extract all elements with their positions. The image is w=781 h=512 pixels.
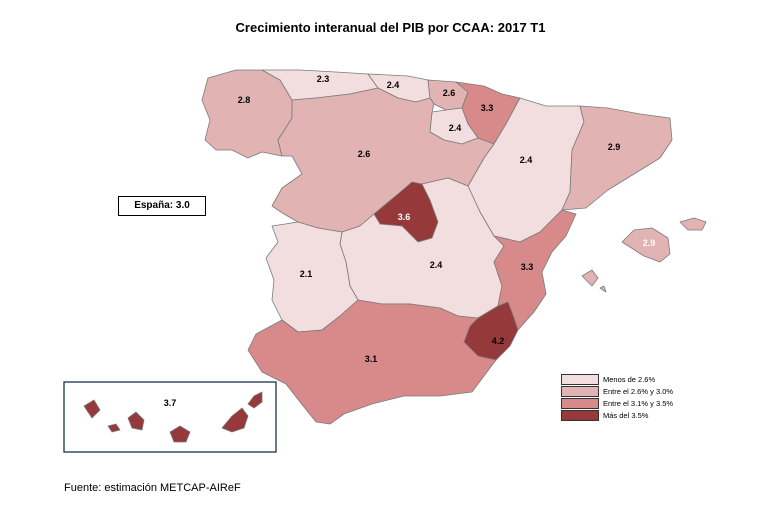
region-andalucia[interactable] xyxy=(247,299,497,425)
region-value-label: 2.4 xyxy=(520,155,533,165)
legend-swatch xyxy=(561,373,599,385)
region-value-label: 2.9 xyxy=(643,238,656,248)
source-note: Fuente: estimación METCAP-AIReF xyxy=(64,482,241,494)
legend-label: Más del 3.5% xyxy=(603,410,649,420)
region-value-label: 2.4 xyxy=(449,123,462,133)
legend-label: Entre el 3.1% y 3.5% xyxy=(603,398,674,408)
region-value-label: 2.3 xyxy=(317,74,330,84)
region-value-label: 2.4 xyxy=(430,260,443,270)
region-value-label: 3.3 xyxy=(481,103,494,113)
legend: Menos de 2.6% Entre el 2.6% y 3.0% Entre… xyxy=(561,373,673,421)
region-value-label: 2.4 xyxy=(387,80,400,90)
legend-swatch xyxy=(561,397,599,409)
region-value-label: 2.1 xyxy=(300,269,313,279)
legend-swatch xyxy=(561,385,599,397)
map-title: Crecimiento interanual del PIB por CCAA:… xyxy=(235,20,546,35)
region-value-label: 2.6 xyxy=(358,149,371,159)
region-cataluna[interactable] xyxy=(561,105,673,211)
legend-item: Más del 3.5% xyxy=(561,409,673,421)
canarias-inset-frame xyxy=(63,381,277,453)
region-value-label: 3.7 xyxy=(164,398,177,408)
region-value-label: 3.1 xyxy=(365,354,378,364)
region-value-label: 2.8 xyxy=(238,95,251,105)
region-canarias[interactable] xyxy=(83,391,263,443)
region-value-label: 3.3 xyxy=(521,262,534,272)
region-value-label: 2.6 xyxy=(443,88,456,98)
region-galicia[interactable] xyxy=(201,69,293,159)
region-value-label: 3.6 xyxy=(398,212,411,222)
region-baleares[interactable] xyxy=(581,217,707,293)
legend-label: Menos de 2.6% xyxy=(603,374,656,384)
legend-swatch xyxy=(561,409,599,421)
region-value-label: 2.9 xyxy=(608,142,621,152)
legend-item: Entre el 2.6% y 3.0% xyxy=(561,385,673,397)
spain-total-box: España: 3.0 xyxy=(118,196,206,216)
legend-item: Entre el 3.1% y 3.5% xyxy=(561,397,673,409)
region-value-label: 4.2 xyxy=(492,336,505,346)
legend-label: Entre el 2.6% y 3.0% xyxy=(603,386,674,396)
legend-item: Menos de 2.6% xyxy=(561,373,673,385)
